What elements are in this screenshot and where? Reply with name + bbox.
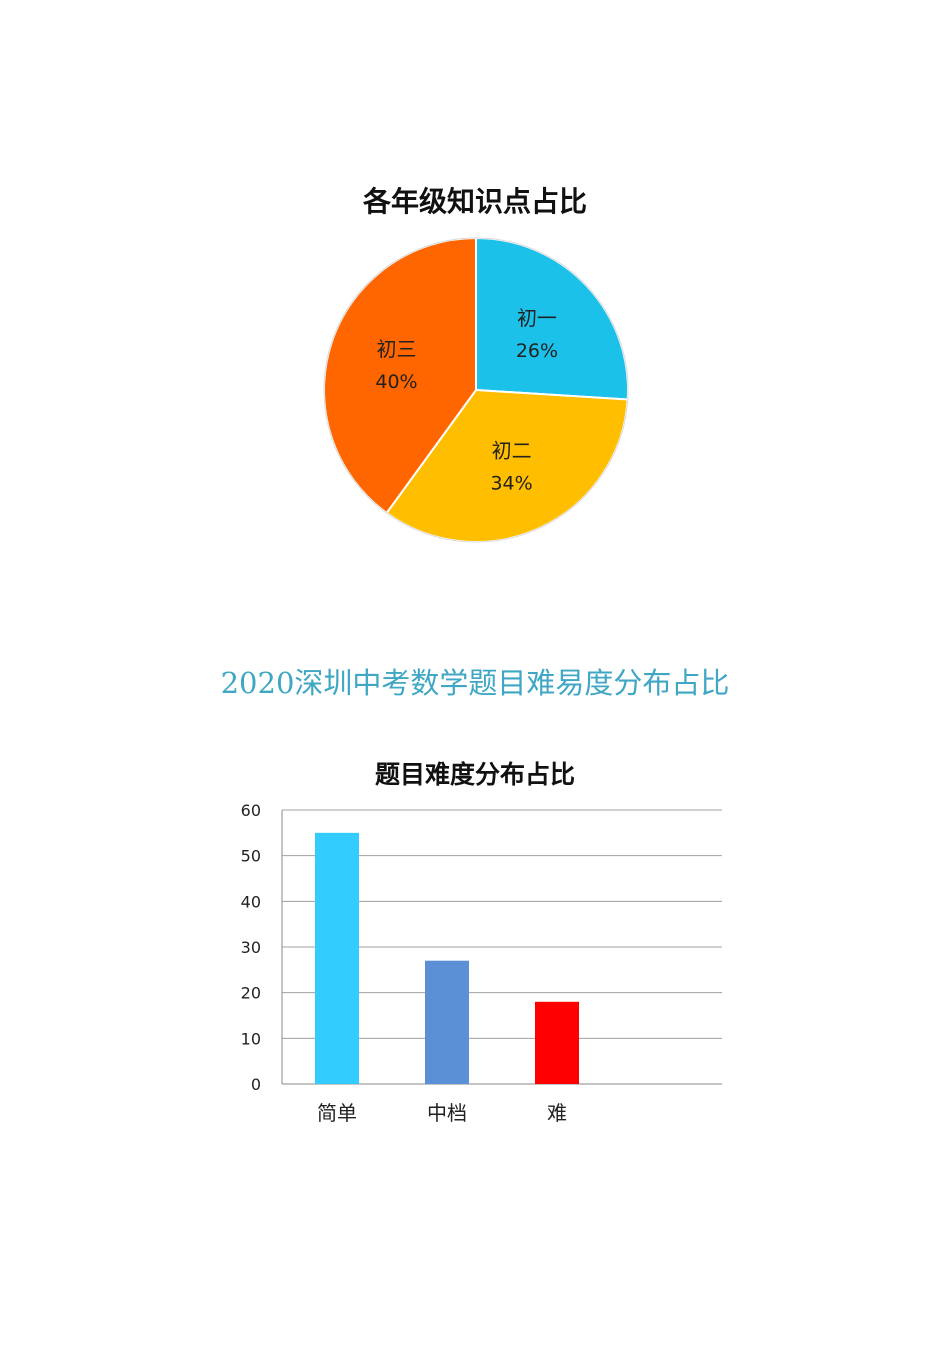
bar-category-labels: 简单 中档 难	[317, 1101, 567, 1125]
y-tick-label: 20	[241, 984, 261, 1003]
y-tick-label: 50	[241, 847, 261, 866]
bar-1	[315, 832, 359, 1084]
pie-slice-label: 初二	[492, 439, 532, 463]
pie-outline	[323, 237, 629, 543]
y-tick-label: 40	[241, 892, 261, 911]
x-category-label: 中档	[427, 1101, 467, 1125]
pie-chart: 初一 26% 初二 34% 初三 40%	[323, 236, 629, 543]
pie-slices	[323, 236, 629, 543]
pie-slice-value-label: 40%	[375, 371, 417, 393]
bar-y-tick-labels: 0 10 20 30 40 50 60	[241, 801, 261, 1094]
pie-slice-label: 初三	[376, 337, 416, 361]
y-tick-label: 30	[241, 938, 261, 957]
y-tick-label: 60	[241, 801, 261, 820]
bar-chart: 0 10 20 30 40 50 60 简单 中档 难	[241, 801, 722, 1125]
pie-labels: 初一 26% 初二 34% 初三 40%	[375, 306, 558, 495]
pie-chart-title: 各年级知识点占比	[362, 185, 587, 218]
bar-chart-title: 题目难度分布占比	[374, 760, 575, 789]
pie-slice-label: 初一	[517, 306, 557, 330]
bar-2	[425, 960, 469, 1084]
section-heading: 2020深圳中考数学题目难易度分布占比	[220, 666, 730, 700]
pie-slice-value-label: 26%	[516, 340, 558, 362]
bar-bars	[315, 832, 579, 1084]
y-tick-label: 10	[241, 1029, 261, 1048]
x-category-label: 难	[547, 1101, 567, 1125]
pie-slice-value-label: 34%	[490, 473, 532, 495]
x-category-label: 简单	[317, 1101, 357, 1125]
bar-3	[535, 1001, 579, 1084]
y-tick-label: 0	[251, 1075, 261, 1094]
